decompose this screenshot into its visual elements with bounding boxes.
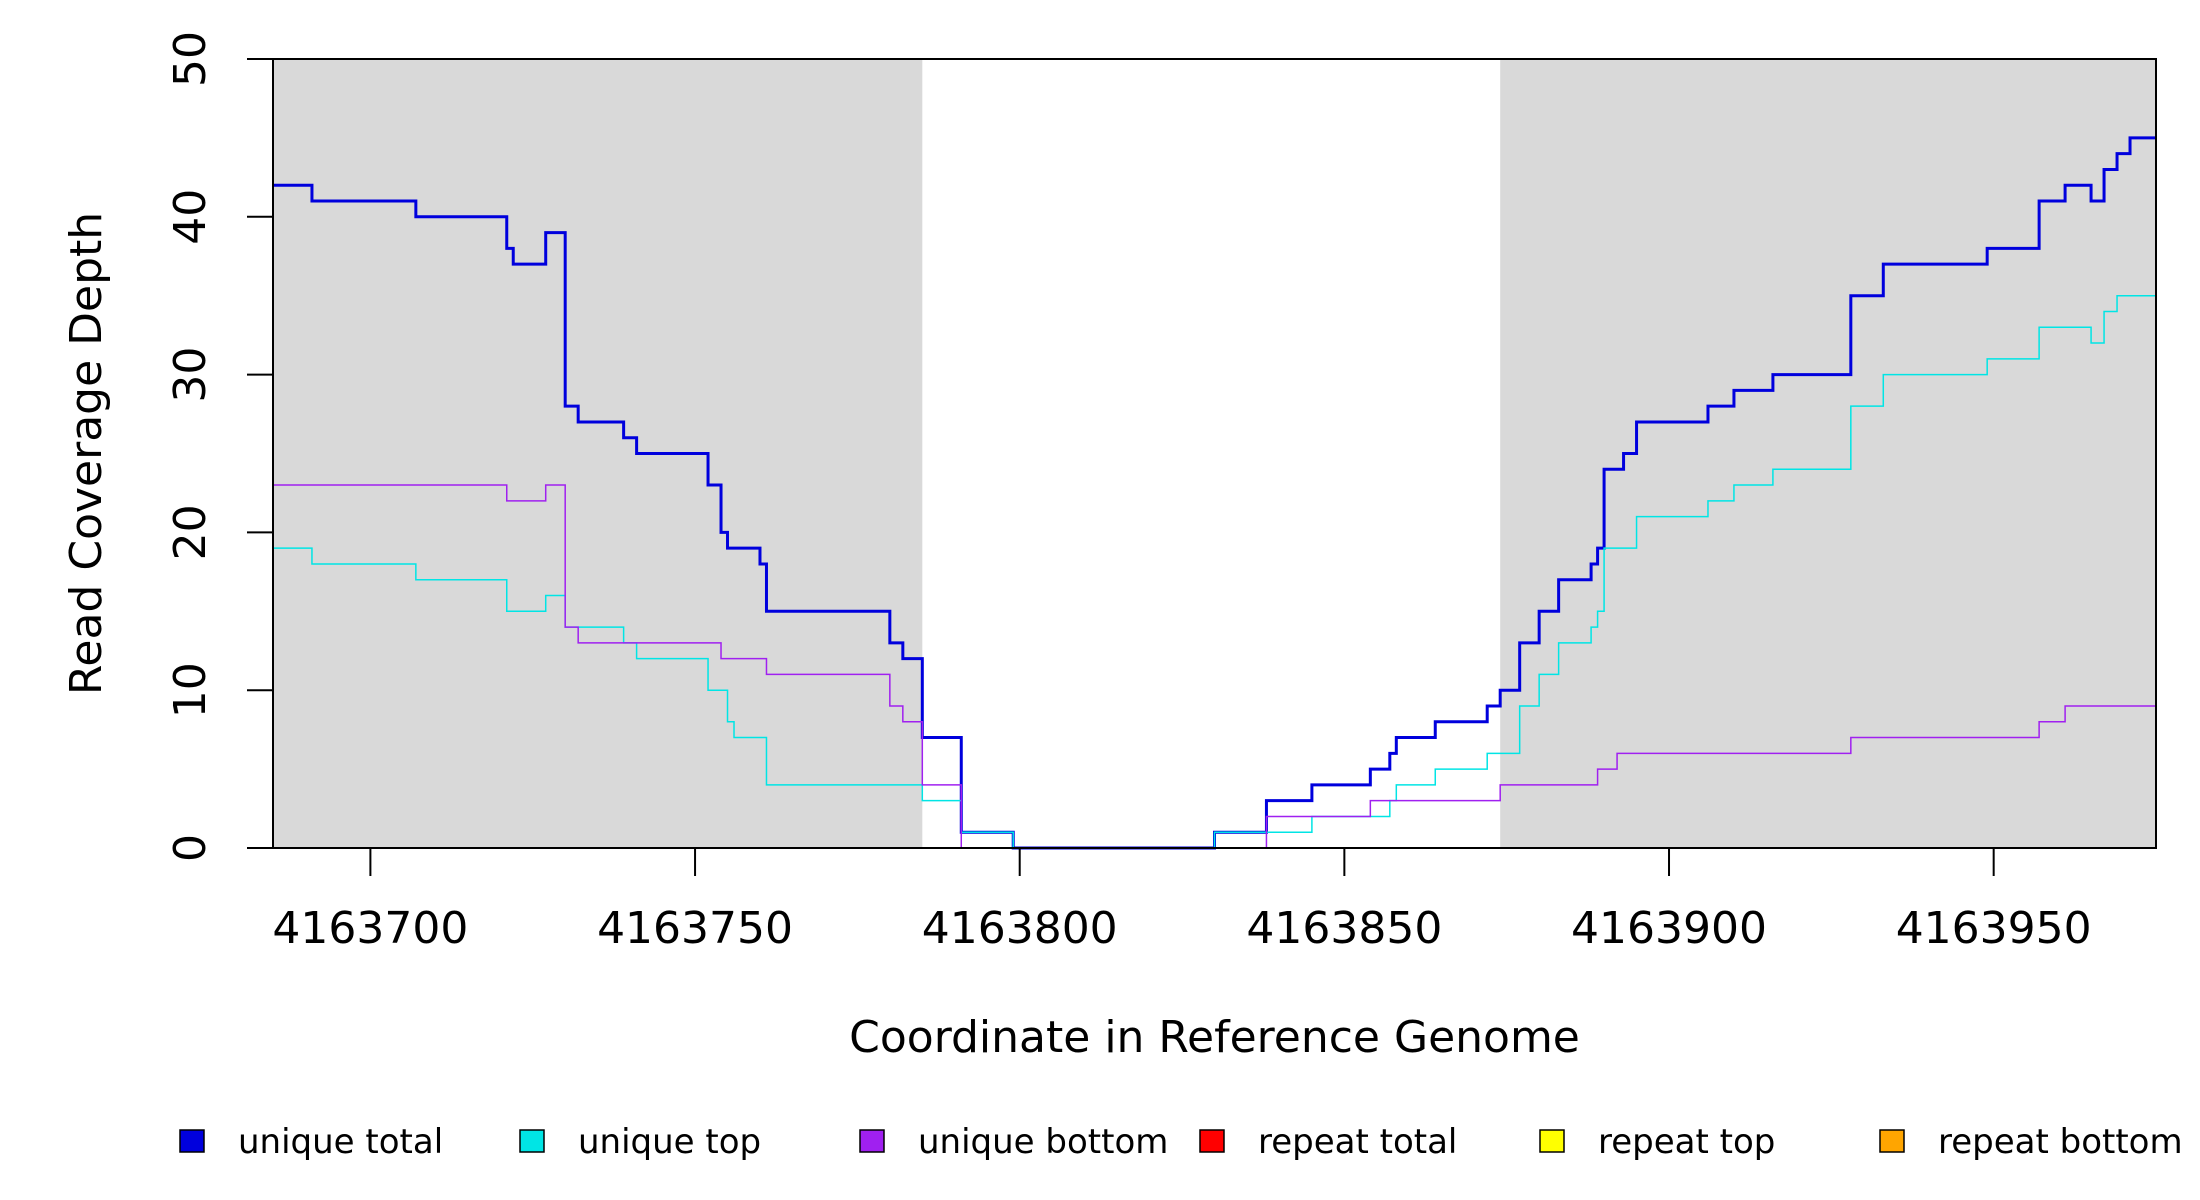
plot-frame: [272, 58, 2157, 849]
x-tick-label: 4163850: [1246, 903, 1442, 954]
shaded-regions: [273, 59, 2156, 848]
y-tick-label: 30: [165, 347, 216, 403]
legend-label: unique top: [578, 1122, 761, 1162]
y-tick-label: 50: [165, 31, 216, 87]
legend-label: repeat top: [1598, 1122, 1775, 1162]
legend: unique total unique top unique bottom repea…: [179, 1122, 2183, 1162]
legend-swatch: [1879, 1129, 1905, 1153]
legend-label: unique bottom: [918, 1122, 1168, 1162]
series-line-unique-total: [273, 136, 2156, 850]
legend-swatch: [859, 1129, 885, 1153]
y-axis-title: Read Coverage Depth: [61, 212, 112, 695]
legend-swatch: [1539, 1129, 1565, 1153]
legend-label: repeat bottom: [1938, 1122, 2183, 1162]
y-tick-label: 10: [165, 662, 216, 718]
x-tick-label: 4163700: [272, 903, 468, 954]
x-tick-label: 4163950: [1896, 903, 2092, 954]
x-axis: 4163700 4163750 4163800 4163850 4163900 41639…: [272, 848, 2092, 954]
y-tick-label: 0: [165, 834, 216, 862]
y-tick-label: 20: [165, 504, 216, 560]
shaded-region-2: [1500, 59, 2156, 848]
x-tick-label: 4163750: [597, 903, 793, 954]
x-axis-title: Coordinate in Reference Genome: [849, 1012, 1580, 1063]
legend-swatch: [519, 1129, 545, 1153]
y-tick-label: 40: [165, 189, 216, 245]
y-axis: 0 10 20 30 40 50: [165, 31, 273, 862]
legend-label: repeat total: [1258, 1122, 1457, 1162]
legend-swatch: [1199, 1129, 1225, 1153]
x-tick-label: 4163900: [1571, 903, 1767, 954]
shaded-region-1: [273, 59, 923, 848]
legend-label: unique total: [238, 1122, 443, 1162]
x-tick-label: 4163800: [922, 903, 1118, 954]
legend-swatch: [179, 1129, 205, 1153]
